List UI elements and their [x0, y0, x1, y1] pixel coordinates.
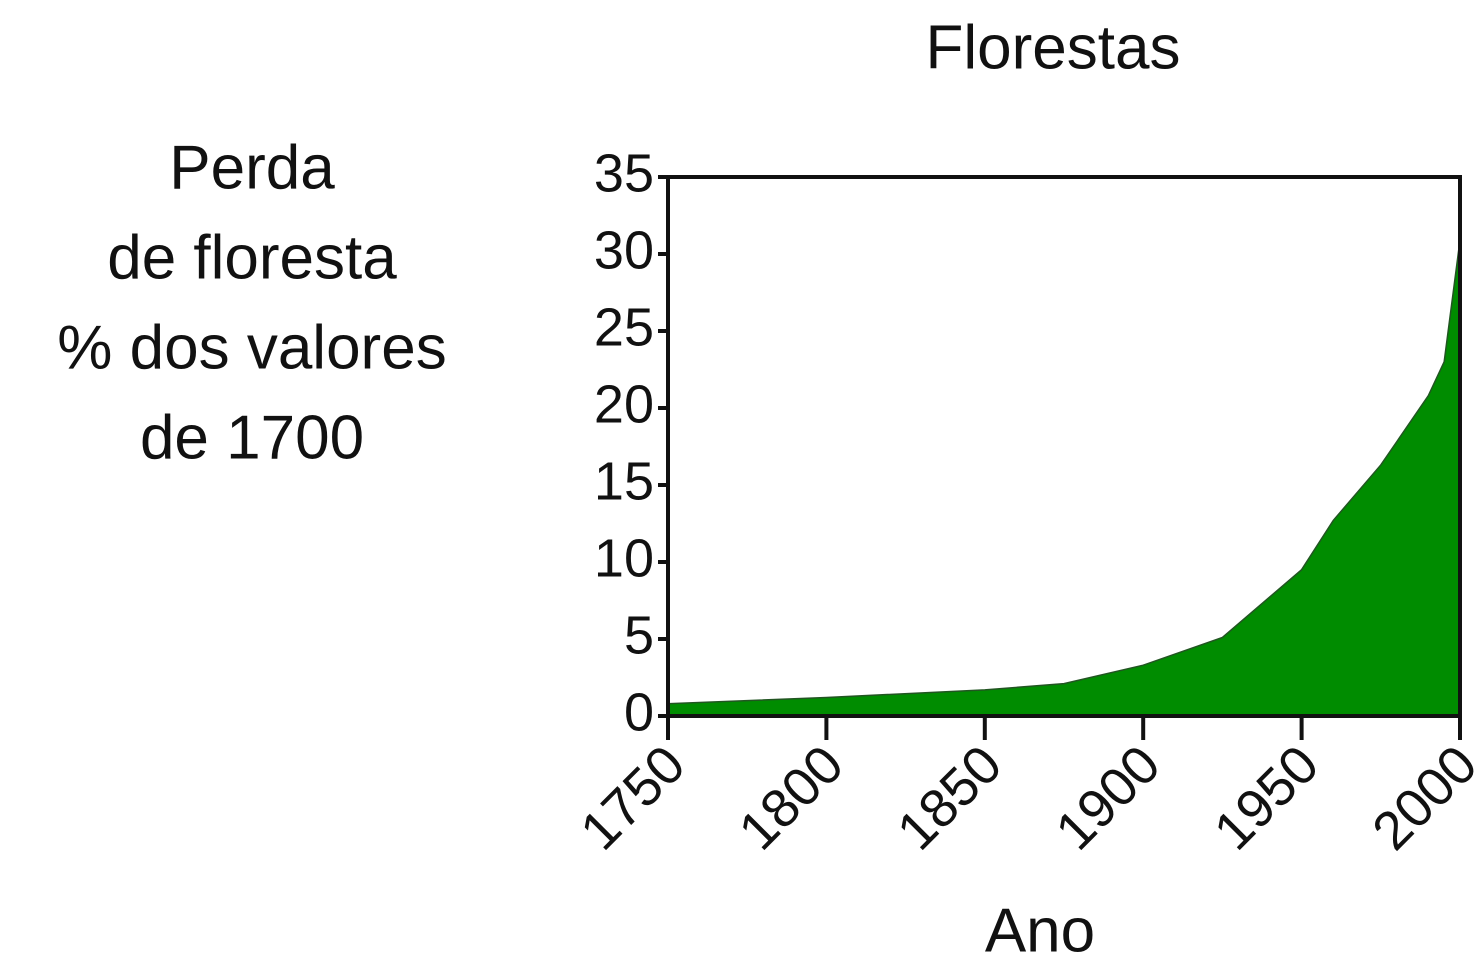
- y-tick-label: 30: [594, 220, 654, 280]
- plot-frame: [666, 175, 1462, 718]
- y-tick-label: 25: [594, 297, 654, 357]
- x-tick-label: 1950: [1203, 734, 1330, 861]
- y-tick-label: 10: [594, 528, 654, 588]
- x-tick-label: 1750: [569, 734, 696, 861]
- chart-title: Florestas: [926, 13, 1181, 82]
- area: [667, 240, 1461, 717]
- y-axis-label: de floresta: [107, 223, 397, 292]
- y-axis-label: % dos valores: [57, 313, 446, 382]
- y-tick-label: 15: [594, 451, 654, 511]
- y-tick-label: 5: [624, 605, 654, 665]
- y-axis-label: de 1700: [140, 403, 364, 472]
- y-tick-label: 20: [594, 374, 654, 434]
- y-tick-label: 0: [624, 682, 654, 742]
- y-axis-label: Perda: [169, 133, 335, 202]
- x-tick-label: 1800: [728, 734, 855, 861]
- x-tick-label: 2000: [1361, 734, 1477, 861]
- x-axis-label: Ano: [985, 896, 1095, 963]
- x-tick-label: 1850: [886, 734, 1013, 861]
- x-tick-label: 1900: [1044, 734, 1171, 861]
- y-tick-label: 35: [594, 143, 654, 203]
